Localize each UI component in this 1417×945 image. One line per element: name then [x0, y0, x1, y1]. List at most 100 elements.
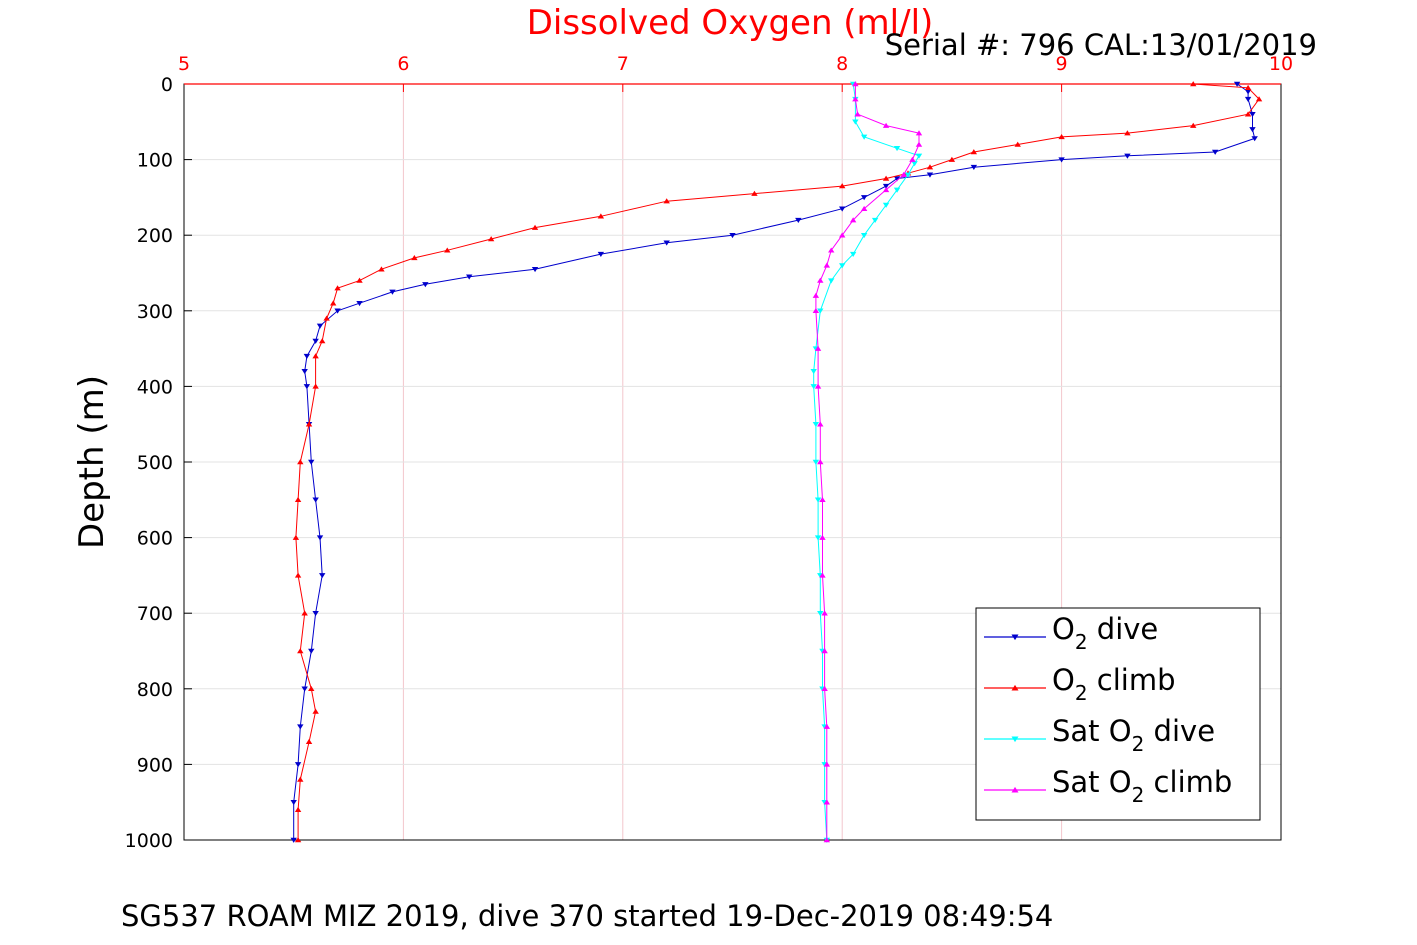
data-point: [821, 648, 828, 654]
legend-label: O2 dive: [1052, 612, 1158, 654]
data-series: [290, 81, 1263, 843]
series-o2-dive: [290, 81, 1258, 843]
data-point: [828, 247, 835, 253]
data-point: [389, 289, 396, 295]
data-point: [882, 202, 890, 208]
y-axis-label: Depth (m): [72, 375, 112, 549]
data-point: [817, 459, 824, 465]
data-point: [1124, 130, 1131, 136]
data-point: [893, 187, 901, 193]
data-point: [297, 459, 304, 465]
x-tick-label: 7: [617, 53, 629, 75]
data-point: [1249, 127, 1256, 133]
data-point: [297, 648, 304, 654]
data-point: [312, 497, 319, 503]
y-tick-label: 200: [137, 225, 173, 247]
y-tick-label: 500: [137, 452, 173, 474]
data-point: [1249, 112, 1256, 118]
data-point: [970, 149, 978, 155]
data-point: [531, 224, 539, 230]
data-point: [319, 573, 326, 579]
data-point: [305, 738, 313, 744]
data-point: [814, 497, 822, 503]
data-point: [1244, 111, 1252, 117]
data-point: [823, 262, 831, 268]
series-sat-o2-climb: [812, 81, 923, 843]
data-point: [356, 277, 363, 283]
data-point: [882, 186, 890, 193]
data-point: [839, 232, 846, 238]
data-point: [817, 421, 824, 427]
data-point: [329, 300, 337, 306]
y-tick-label: 900: [137, 754, 173, 776]
x-tick-label: 10: [1269, 53, 1293, 75]
data-point: [812, 292, 820, 298]
data-point: [729, 232, 736, 239]
data-point: [411, 255, 418, 261]
legend: O2 dive O2 climb Sat O2 dive Sat O2 climb: [975, 607, 1261, 821]
data-point: [297, 724, 304, 730]
data-point: [871, 217, 879, 223]
data-point: [795, 217, 802, 223]
data-point: [823, 761, 831, 767]
data-point: [821, 685, 828, 692]
data-point: [1014, 141, 1021, 147]
series-line: [293, 83, 1256, 840]
data-point: [882, 183, 890, 189]
data-point: [323, 315, 330, 321]
data-point: [911, 161, 918, 167]
data-point: [821, 610, 828, 616]
data-point: [852, 96, 859, 102]
data-point: [882, 122, 890, 128]
series-line: [295, 83, 1260, 840]
data-point: [893, 176, 901, 182]
data-point: [319, 338, 326, 344]
data-point: [817, 610, 824, 617]
y-tick-label: 800: [137, 679, 173, 701]
data-point: [1190, 122, 1197, 128]
data-point: [1058, 134, 1065, 140]
data-point: [308, 648, 315, 654]
data-point: [915, 130, 923, 136]
data-point: [909, 156, 916, 162]
x-tick-label: 8: [836, 53, 848, 75]
data-point: [900, 171, 907, 177]
data-point: [1233, 81, 1241, 87]
legend-marker: [1011, 786, 1019, 793]
data-point: [948, 156, 956, 162]
data-point: [290, 799, 297, 806]
data-point: [839, 206, 846, 212]
data-point: [316, 323, 324, 329]
data-point: [444, 247, 451, 253]
series-sat-o2-dive: [810, 81, 923, 843]
data-point: [1251, 136, 1258, 142]
data-point: [915, 141, 923, 147]
data-point: [1211, 149, 1219, 155]
data-point: [531, 266, 539, 273]
data-point: [334, 308, 341, 314]
data-point: [970, 164, 978, 171]
y-tick-label: 100: [137, 150, 173, 172]
data-point: [1255, 96, 1263, 102]
data-point: [312, 383, 319, 389]
y-tick-label: 300: [137, 301, 173, 323]
data-point: [812, 307, 820, 314]
data-point: [904, 172, 912, 178]
data-point: [751, 190, 758, 196]
data-point: [839, 183, 846, 189]
data-point: [819, 534, 826, 540]
data-point: [312, 610, 319, 617]
data-point: [823, 837, 831, 843]
data-point: [308, 685, 315, 692]
data-point: [597, 213, 605, 219]
data-point: [312, 353, 319, 359]
data-point: [294, 572, 302, 578]
data-point: [422, 282, 429, 288]
data-point: [312, 338, 319, 344]
data-point: [817, 308, 824, 314]
data-point: [814, 383, 822, 389]
data-point: [839, 263, 846, 269]
data-point: [1244, 84, 1252, 91]
data-point: [926, 172, 934, 178]
